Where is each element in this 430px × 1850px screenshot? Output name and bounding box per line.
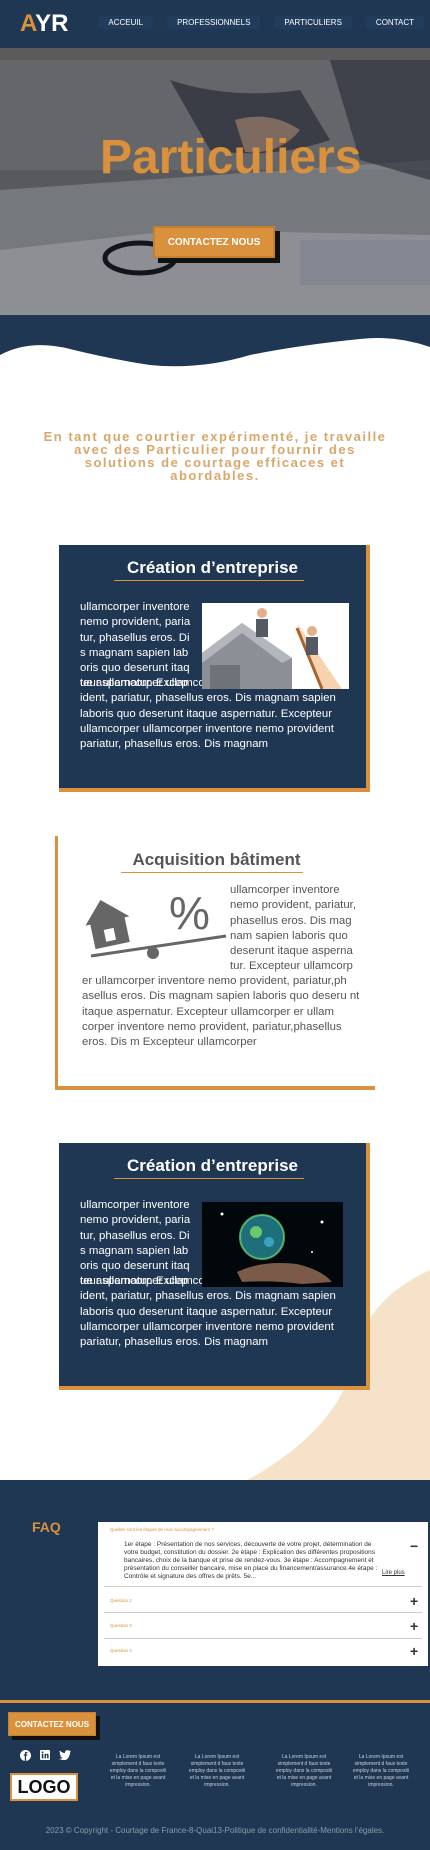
card-text-full: er ullamcorper inventore nemo provident,… (82, 975, 360, 1049)
nav-contact[interactable]: CONTACT (365, 16, 424, 29)
faq-question-2[interactable]: Question 2 (110, 1598, 132, 1603)
footer-column-2: La Lorem Ipsum est simplement d faux tex… (188, 1754, 246, 1788)
footer-contact-button[interactable]: CONTACTEZ NOUS (8, 1712, 96, 1736)
nav-accueil[interactable]: ACCEUIL (98, 16, 154, 29)
footer-logo[interactable]: LOGO (10, 1773, 78, 1801)
copyright-text: 2023 © Copyright - Courtage de France-8-… (45, 1826, 385, 1835)
footer-column-3: La Lorem Ipsum est simplement d faux tex… (275, 1754, 333, 1788)
twitter-icon[interactable] (59, 1749, 71, 1761)
house-percent-scale-icon: % (85, 891, 227, 959)
footer-column-4: La Lorem Ipsum est simplement d faux tex… (352, 1754, 410, 1788)
hero-banner: Particuliers CONTACTEZ NOUS (0, 60, 430, 315)
faq-question-4[interactable]: Question 4 (110, 1648, 132, 1653)
brand-logo[interactable]: AYR (20, 10, 69, 37)
minus-icon[interactable]: − (410, 1538, 419, 1554)
header-divider (0, 48, 430, 60)
footer-column-1: La Lorem Ipsum est simplement d faux tex… (109, 1754, 167, 1788)
faq-read-more-link[interactable]: Lire plus (382, 1570, 405, 1576)
card-title: Création d’entreprise (127, 558, 298, 577)
globe-in-hand-image (202, 1202, 343, 1287)
faq-question-3[interactable]: Question 3 (110, 1623, 132, 1628)
intro-text: En tant que courtier expérimenté, je tra… (43, 429, 387, 483)
plus-icon[interactable]: + (410, 1643, 419, 1659)
wave-divider (0, 315, 430, 367)
card-text-side: ullamcorper inventore nemo provident, pa… (80, 601, 191, 690)
card-text-side: ullamcorper inventore nemo provident, pa… (80, 1199, 191, 1288)
facebook-icon[interactable] (19, 1749, 31, 1761)
service-card-3: Création d’entreprise ullamcorper invent… (59, 1143, 370, 1390)
plus-icon[interactable]: + (410, 1593, 419, 1609)
faq-title: FAQ (32, 1519, 61, 1535)
nav-particuliers[interactable]: PARTICULIERS (274, 16, 352, 29)
linkedin-icon[interactable] (39, 1749, 51, 1761)
faq-accordion: Quelles sont les étapes de mon accompagn… (98, 1522, 428, 1666)
hero-title: Particuliers (100, 131, 362, 184)
plus-icon[interactable]: + (410, 1618, 419, 1634)
peach-decor-shape (244, 1270, 430, 1482)
main-nav: ACCEUIL PROFESSIONNELS PARTICULIERS CONT… (98, 16, 424, 29)
footer-divider (0, 1700, 430, 1703)
card-text-side: ullamcorper inventore nemo provident, pa… (230, 884, 357, 973)
site-header: AYR ACCEUIL PROFESSIONNELS PARTICULIERS … (0, 0, 430, 48)
faq-answer-1: 1er étape : Présentation de nos services… (124, 1541, 378, 1580)
service-card-1: Création d’entreprise ullamcorper invent… (59, 545, 370, 792)
card-title: Acquisition bâtiment (132, 850, 301, 869)
svg-text:%: % (169, 891, 210, 939)
faq-question-1[interactable]: Quelles sont les étapes de mon accompagn… (110, 1527, 214, 1532)
roof-workers-illustration (202, 603, 349, 689)
service-card-2: Acquisition bâtiment % ullamcorper inven… (55, 836, 375, 1090)
hero-contact-button[interactable]: CONTACTEZ NOUS (153, 226, 275, 258)
card-title: Création d’entreprise (127, 1156, 298, 1175)
nav-professionnels[interactable]: PROFESSIONNELS (167, 16, 261, 29)
